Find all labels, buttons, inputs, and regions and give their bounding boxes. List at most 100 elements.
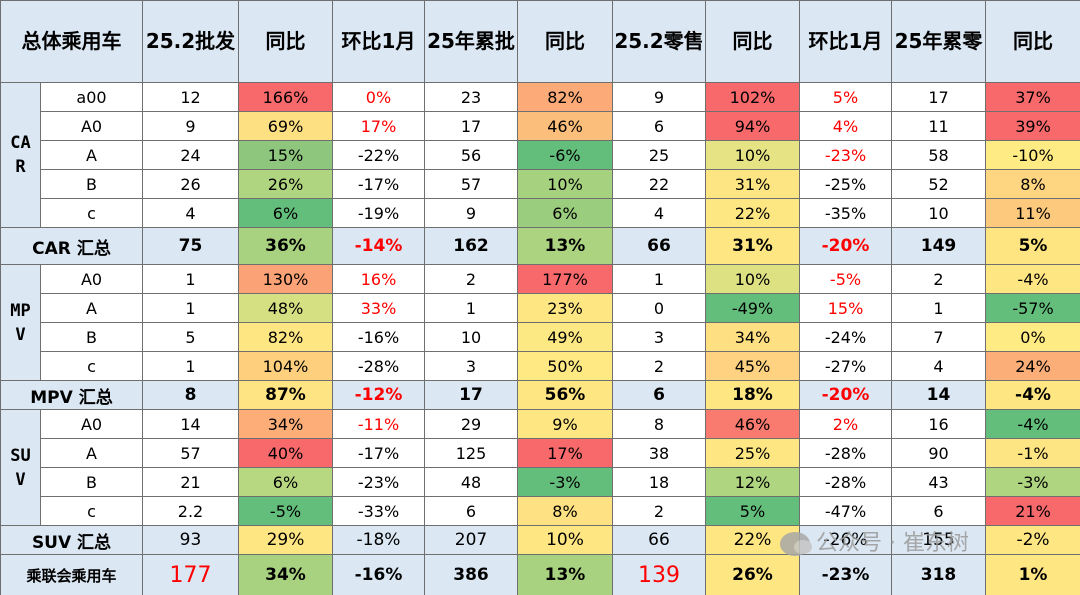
table-cell: 17%: [332, 111, 425, 141]
table-cell: 56%: [517, 380, 613, 410]
table-cell: 3: [612, 322, 706, 352]
table-cell: 125: [424, 438, 518, 468]
table-cell: 25: [612, 140, 706, 170]
header-cell: 同比: [985, 0, 1080, 83]
table-cell: -23%: [799, 554, 892, 595]
table-cell: 82%: [517, 82, 613, 112]
group-label: MP V: [0, 264, 41, 381]
table-cell: -5%: [238, 496, 333, 526]
table-cell: 139: [612, 554, 706, 595]
table-cell: -3%: [985, 467, 1080, 497]
table-cell: 130%: [238, 264, 333, 294]
table-cell: 14: [891, 380, 986, 410]
table-cell: 31%: [705, 227, 800, 265]
table-cell: 1%: [985, 554, 1080, 595]
group-label: SU V: [0, 409, 41, 526]
segment-label: A0: [40, 264, 143, 294]
table-cell: 17: [424, 111, 518, 141]
table-cell: 15%: [238, 140, 333, 170]
summary-row: MPV 汇总 8 87% -12% 17 56% 6 18% -20% 14 -4%: [0, 380, 1080, 410]
header-row: 总体乘用车 25.2批发 同比 环比1月 25年累批 同比 25.2零售 同比 …: [0, 0, 1080, 83]
table-cell: 38: [612, 438, 706, 468]
table-cell: -19%: [332, 198, 425, 228]
table-cell: 177: [142, 554, 239, 595]
table-cell: 45%: [705, 351, 800, 381]
table-cell: 386: [424, 554, 518, 595]
table-cell: -6%: [517, 140, 613, 170]
table-cell: 8%: [985, 169, 1080, 199]
table-cell: -17%: [332, 169, 425, 199]
table-cell: 6: [424, 496, 518, 526]
segment-label: A: [40, 140, 143, 170]
table-cell: 31%: [705, 169, 800, 199]
table-cell: -11%: [332, 409, 425, 439]
table-cell: 104%: [238, 351, 333, 381]
table-cell: 0: [612, 293, 706, 323]
table-row: B 26 26% -17% 57 10% 22 31% -25% 52 8%: [1, 169, 1080, 199]
table-row: A 1 48% 33% 1 23% 0 -49% 15% 1 -57%: [1, 293, 1080, 323]
table-cell: 2.2: [142, 496, 239, 526]
table-cell: -5%: [799, 264, 892, 294]
table-cell: 18%: [705, 380, 800, 410]
table-cell: -20%: [799, 227, 892, 265]
table-cell: 14: [142, 409, 239, 439]
table-cell: -28%: [799, 438, 892, 468]
table-cell: 7: [891, 322, 986, 352]
table-cell: 9: [612, 82, 706, 112]
table-cell: 6: [612, 380, 706, 410]
table-cell: -10%: [985, 140, 1080, 170]
table-cell: 1: [612, 264, 706, 294]
table-row: SU V A0 14 34% -11% 29 9% 8 46% 2% 16 -4%: [0, 409, 1080, 526]
table-cell: -49%: [705, 293, 800, 323]
table-cell: 23: [424, 82, 518, 112]
table-row: c 4 6% -19% 9 6% 4 22% -35% 10 11%: [1, 198, 1080, 228]
table-cell: 2: [612, 496, 706, 526]
table-cell: 166%: [238, 82, 333, 112]
table-cell: -16%: [332, 554, 425, 595]
header-cell: 25.2零售: [612, 0, 706, 83]
table-cell: -4%: [985, 409, 1080, 439]
table-cell: 12: [142, 82, 239, 112]
table-row: c 1 104% -28% 3 50% 2 45% -27% 4 24%: [1, 351, 1080, 381]
table-cell: 1: [891, 293, 986, 323]
table-cell: 26%: [705, 554, 800, 595]
table-cell: 177%: [517, 264, 613, 294]
table-cell: 6%: [238, 467, 333, 497]
table-cell: -23%: [332, 467, 425, 497]
table-cell: 5%: [799, 82, 892, 112]
table-cell: -17%: [332, 438, 425, 468]
table-cell: 57: [142, 438, 239, 468]
segment-label: c: [40, 496, 143, 526]
summary-label: SUV 汇总: [0, 525, 143, 555]
table-cell: 6%: [517, 198, 613, 228]
table-cell: 36%: [238, 227, 333, 265]
segment-label: A: [40, 438, 143, 468]
table-cell: -26%: [799, 525, 892, 555]
table-cell: 207: [424, 525, 518, 555]
table-cell: 21: [142, 467, 239, 497]
segment-label: A: [40, 293, 143, 323]
table-cell: 87%: [238, 380, 333, 410]
header-cell: 环比1月: [799, 0, 892, 83]
table-cell: 17%: [517, 438, 613, 468]
table-cell: 37%: [985, 82, 1080, 112]
table-cell: 48%: [238, 293, 333, 323]
table-cell: -1%: [985, 438, 1080, 468]
table-cell: 0%: [332, 82, 425, 112]
table-cell: 22: [612, 169, 706, 199]
table-cell: 16%: [332, 264, 425, 294]
table-cell: -2%: [985, 525, 1080, 555]
table-cell: 66: [612, 227, 706, 265]
total-row: 乘联会乘用车 177 34% -16% 386 13% 139 26% -23% 318 1%: [0, 554, 1080, 595]
header-cell: 同比: [238, 0, 333, 83]
table-cell: 10%: [705, 264, 800, 294]
table-cell: 10: [424, 322, 518, 352]
table-cell: 52: [891, 169, 986, 199]
table-cell: 2: [424, 264, 518, 294]
table-cell: 57: [424, 169, 518, 199]
segment-label: c: [40, 351, 143, 381]
table-cell: 9%: [517, 409, 613, 439]
table-cell: -25%: [799, 169, 892, 199]
